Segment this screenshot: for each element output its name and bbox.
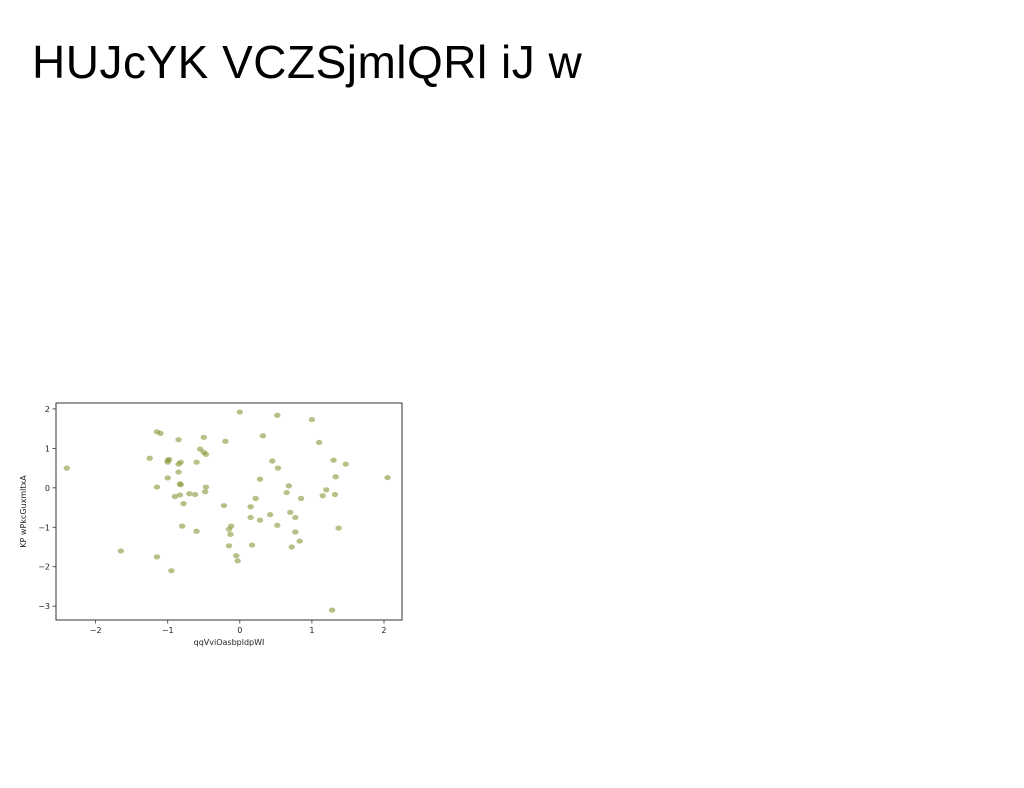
scatter-point-28 — [200, 434, 207, 440]
scatter-point-38 — [233, 553, 240, 559]
scatter-point-10 — [164, 475, 171, 481]
scatter-point-48 — [266, 512, 274, 518]
scatter-point-29 — [202, 484, 210, 490]
scatter-point-62 — [315, 439, 323, 446]
scatter-point-68 — [332, 474, 339, 480]
scatter-point-60 — [297, 495, 305, 502]
scatter-point-50 — [274, 412, 281, 418]
y-tick-label-1: 1 — [45, 444, 50, 453]
scatter-point-40 — [236, 409, 244, 415]
x-tick-label-4: 2 — [381, 626, 386, 635]
x-tick-label-2: 0 — [237, 626, 242, 635]
points-layer — [63, 409, 391, 613]
scatter-point-49 — [269, 458, 276, 464]
scatter-point-41 — [247, 504, 254, 510]
scatter-point-22 — [186, 491, 193, 497]
scatter-point-52 — [274, 522, 281, 528]
y-tick-label-4: −2 — [38, 563, 50, 572]
scatter-point-39 — [234, 558, 241, 564]
y-tick-label-5: −3 — [38, 602, 50, 611]
scatter-point-46 — [256, 517, 264, 523]
scatter-point-32 — [222, 438, 229, 444]
scatter-point-64 — [323, 487, 330, 493]
scatter-point-42 — [247, 514, 254, 521]
scatter-point-45 — [256, 476, 264, 482]
scatter-point-55 — [287, 509, 294, 515]
scatter-point-43 — [248, 542, 256, 548]
scatter-point-4 — [157, 430, 164, 436]
y-axis-label: KP wPkcGuxmltxA — [19, 475, 28, 548]
scatter-chart-svg: −2 −1 0 1 2 2 1 0 −1 −2 −3 qqVviOasbpldpWI KP wPk… — [19, 402, 403, 647]
y-tick-label-3: −1 — [38, 523, 50, 532]
scatter-point-36 — [227, 531, 234, 537]
x-tick-label-1: −1 — [162, 626, 174, 635]
scatter-point-5 — [153, 484, 161, 490]
scatter-point-20 — [180, 501, 187, 507]
y-tick-label-0: 2 — [45, 405, 50, 414]
y-ticks: 2 1 0 −1 −2 −3 — [38, 405, 56, 611]
scatter-point-69 — [335, 525, 342, 531]
x-tick-label-3: 1 — [309, 626, 314, 635]
scatter-point-21 — [178, 523, 186, 529]
scatter-point-47 — [259, 433, 267, 439]
scatter-point-33 — [220, 502, 228, 509]
scatter-point-71 — [384, 474, 391, 481]
scatter-point-35 — [227, 523, 235, 529]
scatter-chart: −2 −1 0 1 2 2 1 0 −1 −2 −3 qqVviOasbpldpWI KP wPk… — [16, 394, 416, 650]
scatter-point-0 — [63, 465, 71, 471]
x-axis-label: qqVviOasbpldpWI — [194, 638, 265, 647]
scatter-point-12 — [175, 437, 182, 443]
scatter-point-58 — [292, 529, 299, 535]
scatter-point-2 — [146, 455, 153, 461]
scatter-point-11 — [168, 568, 175, 574]
scatter-point-24 — [193, 459, 200, 465]
scatter-point-30 — [202, 489, 209, 495]
scatter-point-56 — [288, 544, 295, 550]
scatter-point-63 — [319, 493, 326, 499]
plot-frame — [55, 402, 403, 621]
y-tick-label-2: 0 — [45, 484, 50, 493]
scatter-point-23 — [191, 491, 199, 498]
scatter-point-53 — [283, 489, 290, 496]
scatter-point-17 — [177, 482, 184, 488]
scatter-point-65 — [328, 607, 336, 613]
scatter-point-44 — [252, 495, 259, 502]
scatter-point-51 — [274, 465, 282, 471]
scatter-point-19 — [176, 492, 184, 498]
scatter-point-6 — [153, 554, 161, 560]
scatter-point-61 — [308, 416, 316, 423]
scatter-point-57 — [292, 514, 299, 521]
slide-title: HUJcYK VCZSjmlQRl iJ w — [32, 36, 583, 88]
scatter-point-27 — [202, 451, 210, 457]
x-tick-label-0: −2 — [90, 626, 102, 635]
scatter-point-66 — [330, 457, 337, 463]
scatter-point-67 — [331, 491, 339, 498]
scatter-point-14 — [177, 459, 184, 465]
scatter-point-1 — [117, 548, 125, 554]
scatter-point-18 — [171, 493, 179, 500]
scatter-point-9 — [165, 456, 173, 463]
scatter-point-59 — [296, 538, 303, 544]
scatter-point-15 — [175, 469, 182, 475]
scatter-point-31 — [193, 528, 200, 534]
scatter-point-37 — [225, 543, 233, 549]
x-ticks: −2 −1 0 1 2 — [90, 620, 387, 635]
scatter-point-54 — [285, 483, 293, 489]
scatter-point-70 — [342, 461, 349, 467]
